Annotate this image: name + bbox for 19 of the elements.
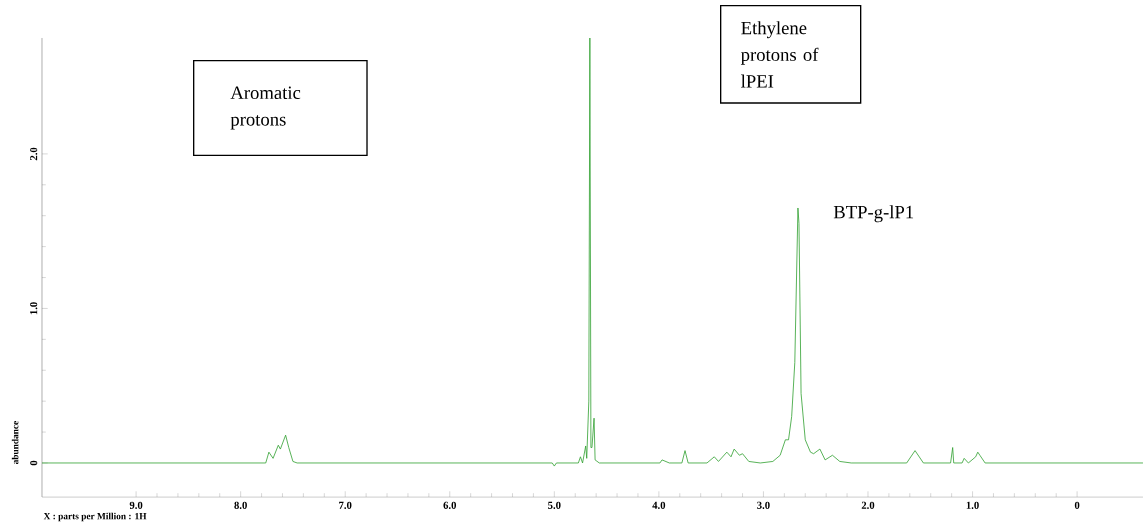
x-tick-label: 5.0 [548, 501, 561, 509]
x-tick-label: 3.0 [757, 501, 770, 509]
y-tick-label: 1.0 [30, 302, 38, 315]
x-tick-label: 1.0 [966, 501, 979, 509]
x-tick-label: 6.0 [443, 501, 457, 509]
y-tick-label: 2.0 [30, 147, 38, 161]
x-tick-label: 7.0 [339, 501, 352, 509]
annotation: Ethylene protons of lPEI [740, 21, 819, 88]
x-tick-label: 2.0 [861, 501, 875, 509]
x-tick-label: 0 [1074, 501, 1080, 509]
line-series [42, 37, 1143, 467]
x-axis-title: X : parts per Million : 1H [43, 512, 147, 522]
x-tick-label: 8.0 [234, 501, 247, 509]
x-tick-label: 4.0 [652, 501, 666, 509]
y-tick-label: 0 [30, 460, 38, 466]
x-tick-label: 9.0 [129, 501, 143, 509]
annotation: BTP-g-lP1 [833, 205, 914, 223]
y-axis-title: abundance [11, 421, 19, 465]
annotation: Aromatic protons [230, 86, 301, 130]
